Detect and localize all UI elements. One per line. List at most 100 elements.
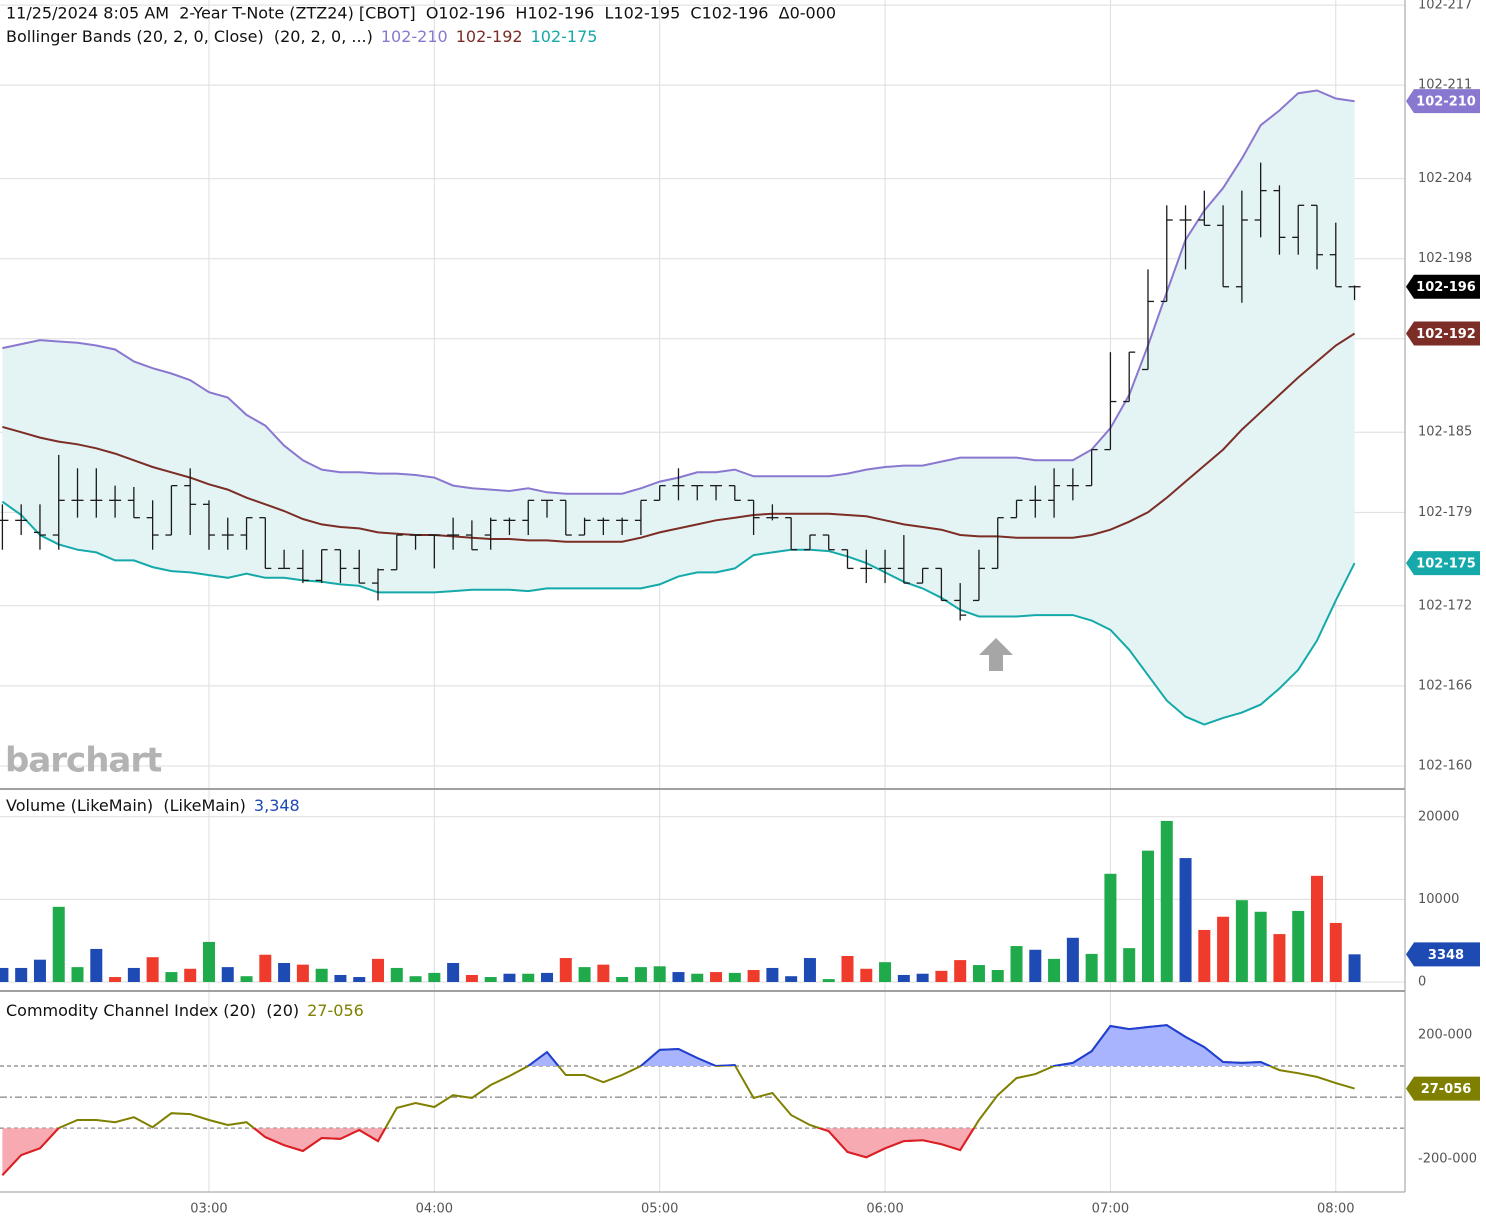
panel-title: Volume (LikeMain) (LikeMain) 3,348 — [6, 796, 300, 815]
volume-bar — [522, 973, 535, 982]
y-tick-label: 0 — [1418, 974, 1426, 989]
cci-over-fill — [2, 1025, 1355, 1067]
volume-bar — [747, 970, 760, 982]
badge-label: 102-192 — [1416, 327, 1476, 342]
volume-bar — [728, 972, 741, 982]
volume-bar — [259, 954, 272, 982]
panel-title-text: Volume (LikeMain) (LikeMain) — [6, 796, 246, 815]
volume-bar — [691, 973, 704, 982]
volume-bar — [897, 974, 910, 982]
y-tick-label: 102-172 — [1418, 598, 1472, 613]
volume-bar — [278, 962, 291, 982]
volume-bar — [1085, 953, 1098, 982]
band-title: Bollinger Bands (20, 2, 0, Close) (20, 2… — [6, 27, 373, 46]
x-tick-label: 08:00 — [1317, 1202, 1354, 1217]
volume-bar — [221, 967, 234, 982]
y-tick-label: 20000 — [1418, 809, 1459, 824]
volume-bar — [1292, 910, 1305, 982]
badge-label: 102-210 — [1416, 95, 1476, 110]
volume-bar — [991, 970, 1004, 982]
value-badge: 102-192 — [1406, 321, 1480, 346]
volume-bar — [1273, 934, 1286, 982]
y-tick-label: 102-166 — [1418, 678, 1472, 693]
volume-bar — [409, 976, 422, 982]
volume-bar — [109, 977, 122, 982]
volume-bar — [1010, 946, 1023, 982]
volume-bar — [71, 967, 84, 982]
volume-bar — [1179, 858, 1192, 982]
volume-bar — [184, 968, 197, 982]
volume-bar — [766, 967, 779, 982]
volume-bar — [1160, 820, 1173, 982]
band-legend-value: 102-175 — [531, 27, 598, 46]
volume-bar — [578, 967, 591, 982]
volume-bar — [860, 968, 873, 982]
panel-title-value: 3,348 — [254, 796, 300, 815]
volume-bar — [90, 948, 103, 982]
volume-bar — [484, 977, 497, 982]
badge-shape — [1406, 89, 1480, 114]
badge-shape — [1406, 274, 1480, 299]
signal-arrow — [979, 638, 1013, 671]
volume-bar — [296, 964, 309, 982]
volume-bar — [972, 965, 985, 982]
volume-bar — [1198, 929, 1211, 982]
volume-bar — [616, 977, 629, 982]
badge-shape — [1406, 551, 1480, 576]
volume-bar — [541, 972, 554, 982]
badge-shape — [1406, 942, 1480, 967]
volume-bar — [1066, 937, 1079, 982]
cci-under-fill — [2, 1128, 974, 1176]
volume-bar — [390, 967, 403, 982]
volume-bar — [1348, 954, 1361, 982]
x-tick-label: 07:00 — [1092, 1202, 1129, 1217]
volume-bar — [1123, 948, 1136, 982]
volume-bar — [653, 966, 666, 982]
value-badge: 102-196 — [1406, 274, 1480, 299]
value-badge: 102-175 — [1406, 551, 1480, 576]
volume-bar — [0, 967, 9, 982]
volume-bar — [1329, 922, 1342, 982]
text-layer: 03:00 04:00 05:00 06:00 07:00 08:00 102-160 102… — [6, 0, 1480, 1217]
volume-bar — [240, 976, 253, 982]
volume-bar — [954, 960, 967, 982]
volume-bar — [785, 976, 798, 982]
y-tick-label: 102-160 — [1418, 758, 1472, 773]
volume-bar — [1217, 916, 1230, 982]
x-tick-label: 06:00 — [866, 1202, 903, 1217]
y-tick-label: 10000 — [1418, 892, 1459, 907]
volume-bar — [1311, 875, 1323, 982]
badge-shape — [1406, 321, 1480, 346]
y-tick-label: 102-211 — [1418, 78, 1472, 93]
volume-bar — [841, 955, 854, 982]
value-badge: 27-056 — [1406, 1076, 1480, 1101]
volume-bar — [334, 974, 347, 982]
volume-bar — [15, 967, 28, 982]
band-line — [2, 332, 1356, 543]
volume-bar — [935, 970, 948, 982]
volume-bar — [428, 972, 441, 982]
badge-label: 102-196 — [1416, 280, 1476, 295]
volume-bar — [465, 974, 478, 982]
y-tick-label: 200-000 — [1418, 1028, 1472, 1043]
volume-bar — [879, 962, 892, 982]
volume-bar — [353, 977, 366, 982]
panel-title: Commodity Channel Index (20) (20) 27-056 — [6, 1001, 364, 1020]
volume-bar — [503, 973, 516, 982]
volume-bar — [146, 957, 159, 982]
band-legend: Bollinger Bands (20, 2, 0, Close) (20, 2… — [6, 27, 597, 46]
volume-bar — [447, 962, 460, 982]
value-badge: 102-210 — [1406, 89, 1480, 114]
volume-bar — [315, 968, 328, 982]
y-tick-label: 102-179 — [1418, 505, 1472, 520]
badge-shape — [1406, 1076, 1480, 1101]
volume-bar — [1029, 949, 1042, 982]
volume-bar — [710, 972, 723, 982]
y-tick-label: 102-204 — [1418, 171, 1472, 186]
volume-bar — [916, 973, 929, 982]
volume-bar — [165, 972, 178, 982]
x-tick-label: 03:00 — [190, 1202, 227, 1217]
band-line — [1, 500, 1356, 726]
